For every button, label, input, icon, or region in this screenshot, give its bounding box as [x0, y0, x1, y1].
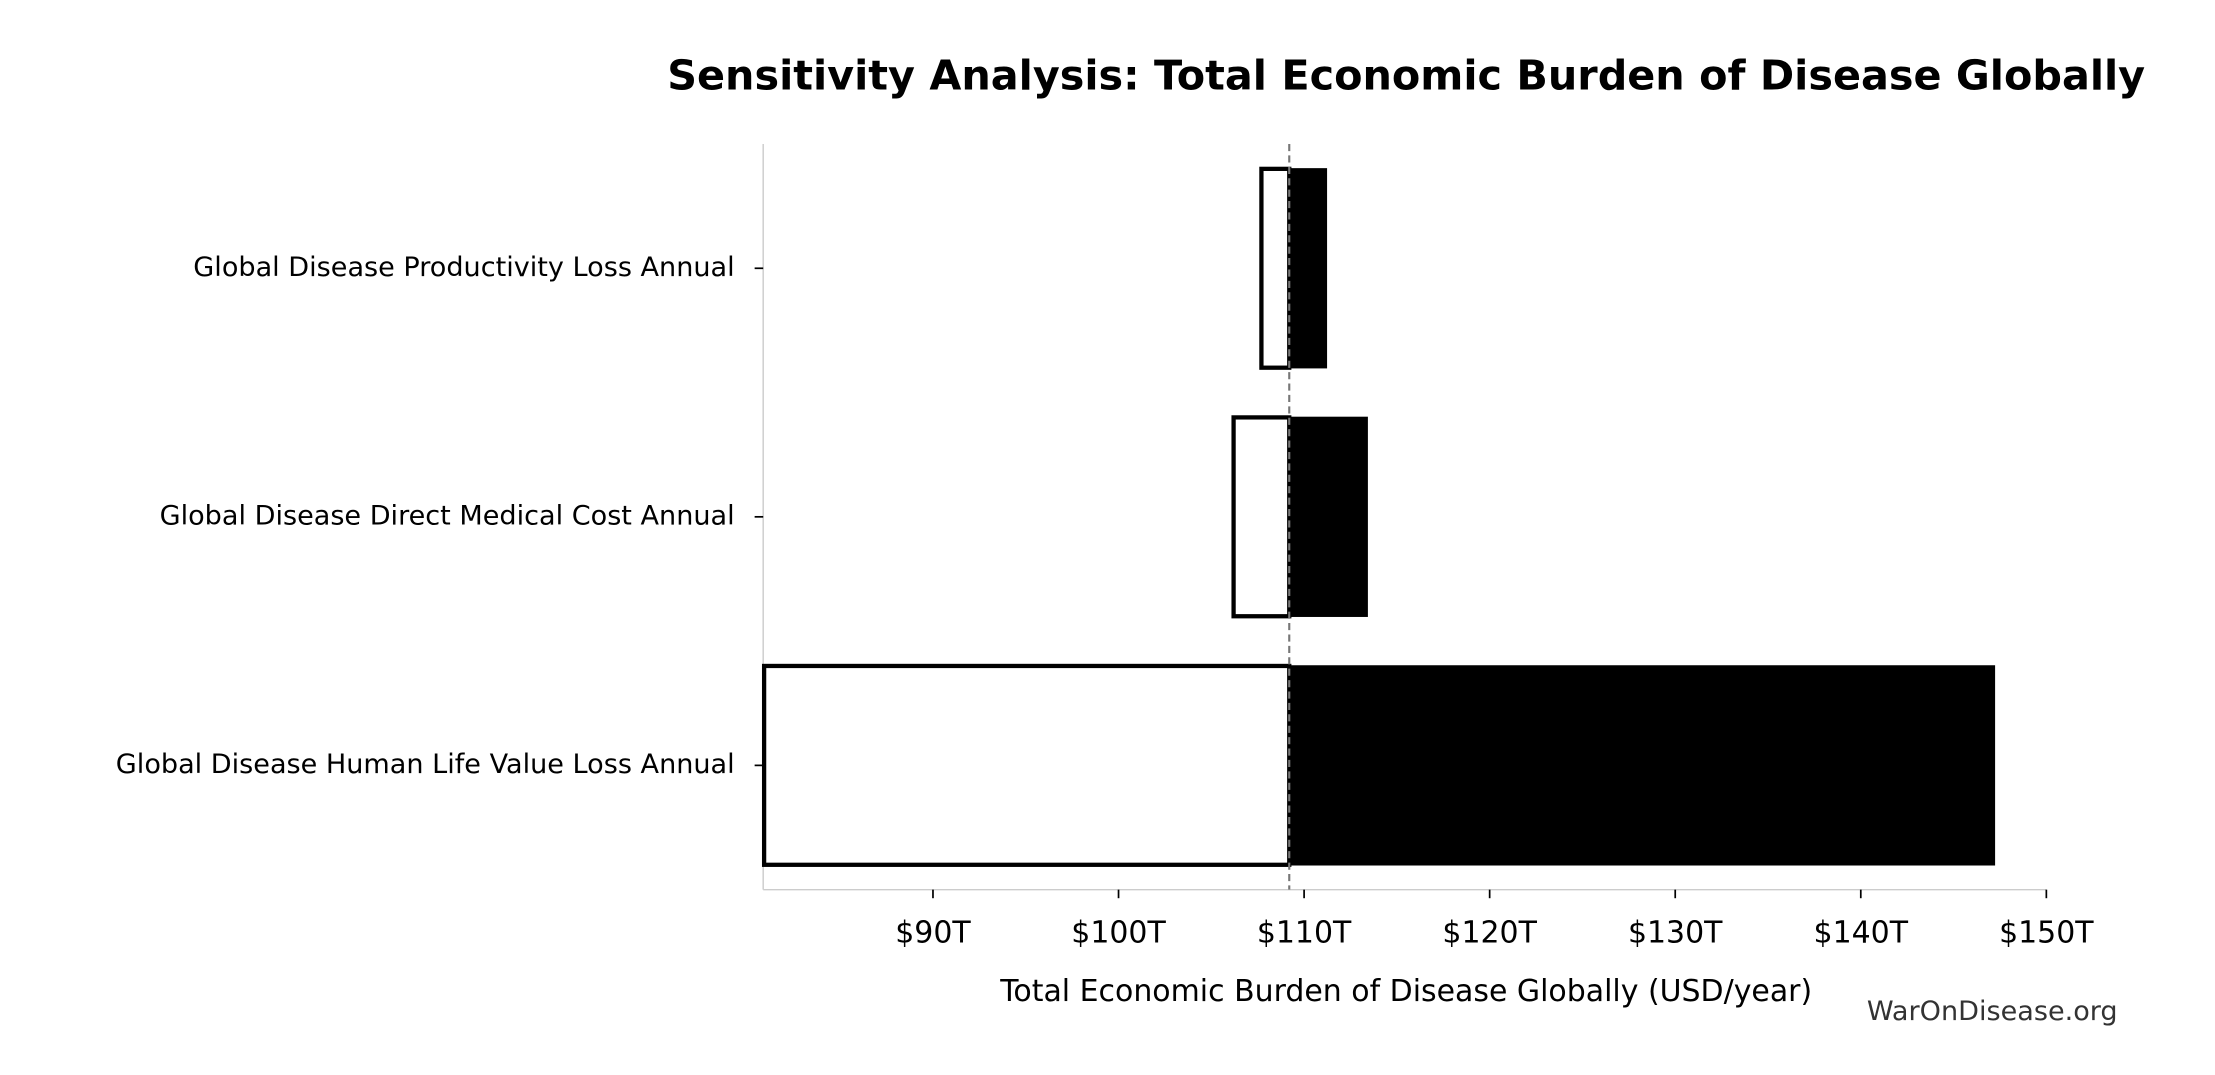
x-tick-label: $100T: [1071, 915, 1166, 950]
x-tick-label: $130T: [1628, 915, 1723, 950]
low-bar: [1259, 166, 1292, 370]
y-tick-label: Global Disease Human Life Value Loss Ann…: [116, 749, 735, 780]
low-bar: [1231, 415, 1292, 619]
y-tick-label: Global Disease Productivity Loss Annual: [193, 252, 734, 283]
x-tick-label: $120T: [1442, 915, 1537, 950]
x-tick-label: $140T: [1814, 915, 1909, 950]
high-bar: [1288, 665, 1996, 866]
high-bar: [1288, 168, 1328, 369]
low-bar: [761, 663, 1292, 867]
watermark: WarOnDisease.org: [1867, 996, 2118, 1027]
chart-title: Sensitivity Analysis: Total Economic Bur…: [667, 51, 2145, 99]
x-tick-label: $90T: [895, 915, 971, 950]
x-tick-label: $150T: [1999, 915, 2094, 950]
x-axis-label: Total Economic Burden of Disease Globall…: [999, 974, 1812, 1009]
x-tick-label: $110T: [1257, 915, 1352, 950]
high-bar: [1288, 416, 1368, 617]
y-tick-label: Global Disease Direct Medical Cost Annua…: [160, 500, 735, 531]
